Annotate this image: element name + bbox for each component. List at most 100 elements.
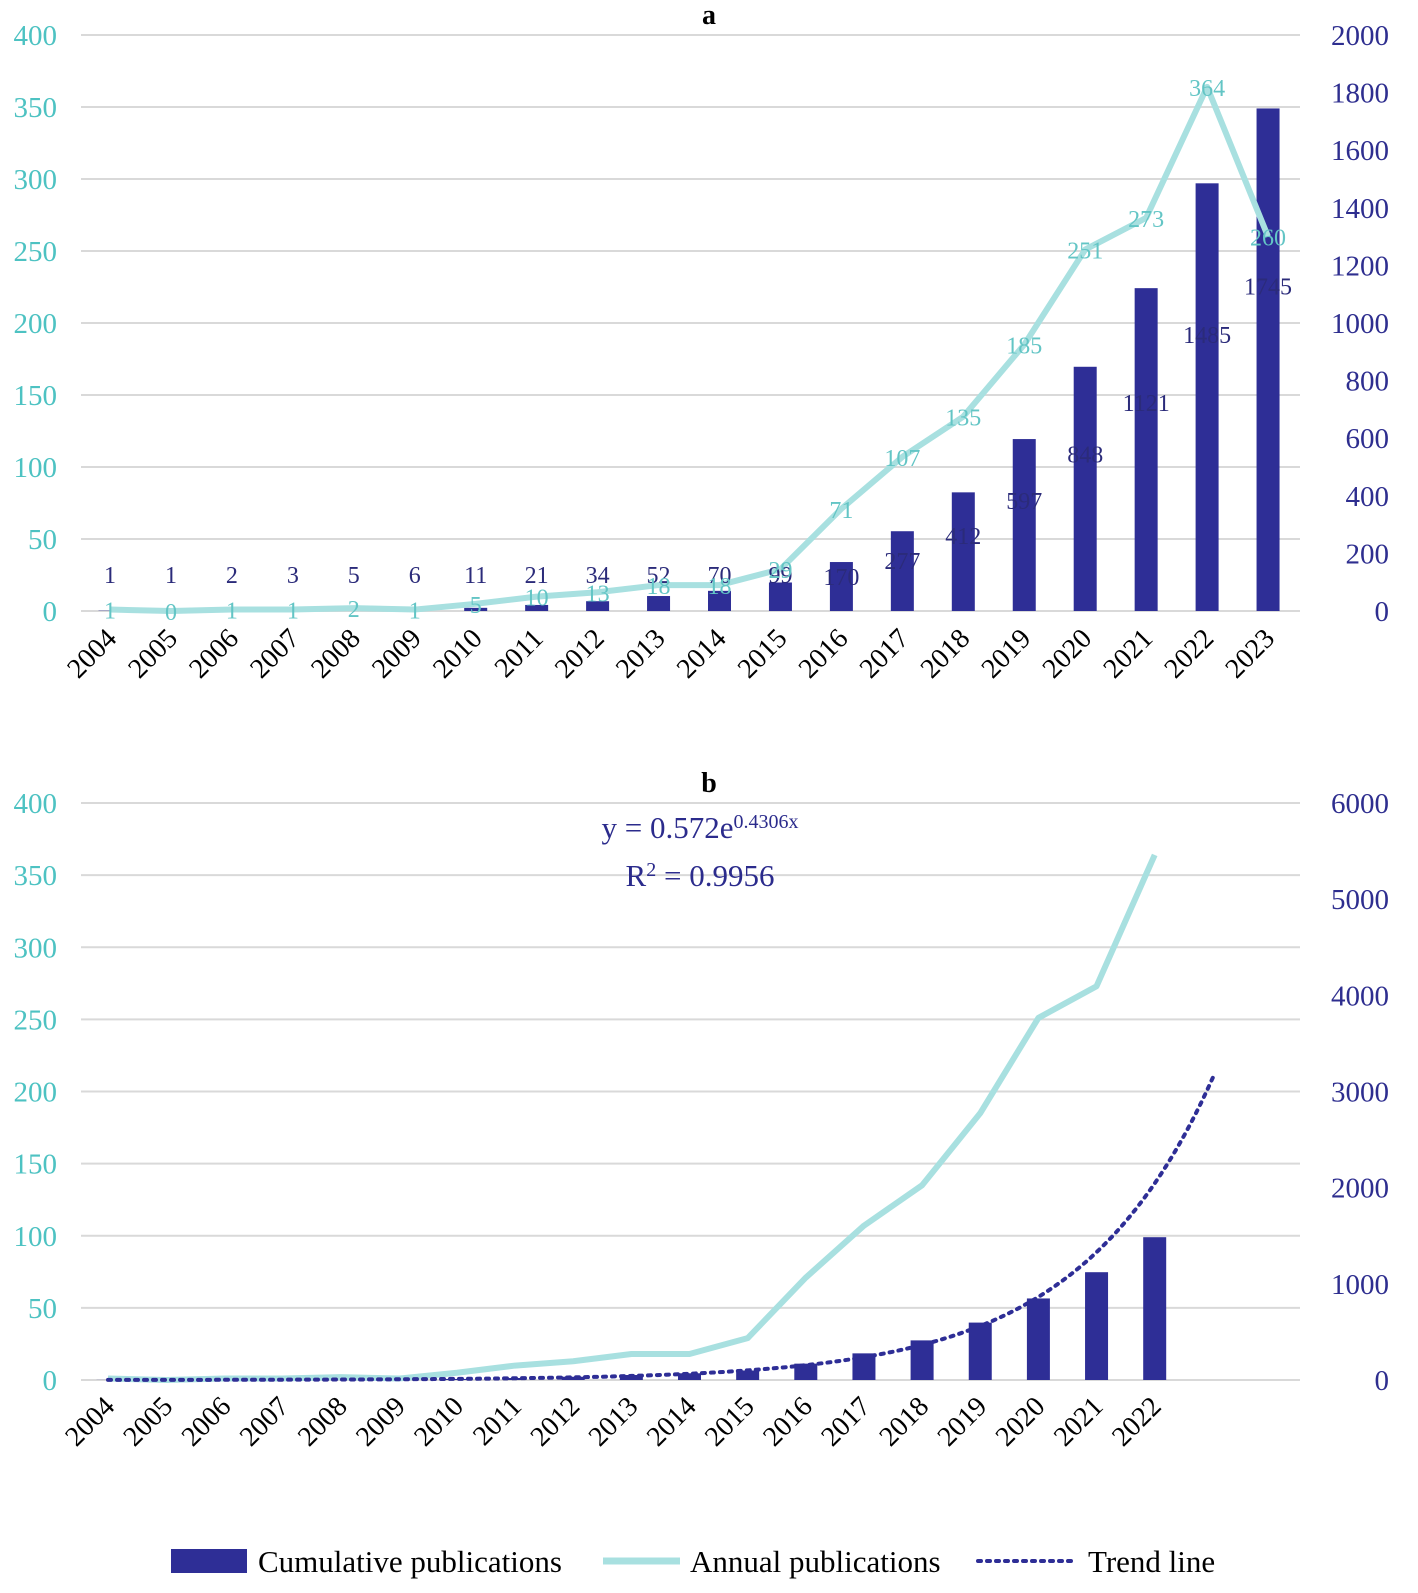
cumulative-value-label: 1	[165, 563, 177, 589]
annual-value-label: 13	[586, 581, 610, 607]
annual-publications-line	[109, 83, 1271, 614]
cumulative-bar	[1195, 183, 1219, 611]
right-axis-tick: 200	[1346, 538, 1390, 570]
cumulative-value-label: 3	[287, 563, 299, 589]
cumulative-value-label: 170	[823, 565, 859, 591]
x-axis-tick: 2004	[59, 1391, 121, 1453]
x-axis-tick: 2021	[1048, 1391, 1110, 1453]
x-axis-tick: 2016	[757, 1391, 819, 1453]
left-axis-tick: 150	[14, 1149, 58, 1181]
x-axis-tick: 2007	[234, 1391, 296, 1453]
x-axis-tick: 2023	[1219, 623, 1281, 685]
cumulative-bar	[1256, 108, 1280, 611]
left-axis-tick: 100	[14, 452, 58, 484]
cumulative-value-label: 11	[464, 563, 487, 589]
cumulative-bar	[561, 1376, 585, 1380]
cumulative-value-label: 70	[708, 563, 732, 589]
cumulative-value-label: 412	[945, 524, 981, 550]
x-axis-tick: 2006	[183, 623, 245, 685]
x-axis-tick: 2017	[854, 623, 916, 685]
cumulative-bar	[586, 601, 610, 611]
x-axis-tick: 2011	[467, 1391, 528, 1452]
x-axis-tick: 2008	[292, 1391, 354, 1453]
legend-annual-label: Annual publications	[690, 1544, 941, 1579]
cumulative-bar	[951, 492, 975, 611]
cumulative-bar	[852, 1353, 876, 1380]
cumulative-bar	[829, 562, 853, 611]
legend-trend-label: Trend line	[1088, 1544, 1215, 1579]
annual-value-label: 1	[409, 599, 421, 625]
x-axis-tick: 2005	[118, 1391, 180, 1453]
x-axis-tick: 2020	[990, 1391, 1052, 1453]
right-axis-tick: 3000	[1331, 1077, 1389, 1109]
cumulative-value-label: 6	[409, 563, 421, 589]
x-axis-tick: 2010	[427, 623, 489, 685]
x-axis-tick: 2009	[366, 623, 428, 685]
annual-value-label: 5	[470, 593, 482, 619]
annual-value-label: 107	[884, 446, 920, 472]
cumulative-bar	[794, 1363, 818, 1380]
x-axis-tick: 2014	[671, 623, 733, 685]
cumulative-value-label: 1121	[1123, 391, 1170, 417]
cumulative-bar	[678, 1373, 701, 1380]
cumulative-bar	[1073, 366, 1097, 611]
x-axis-tick: 2016	[793, 623, 855, 685]
cumulative-value-label: 52	[647, 563, 671, 589]
x-axis-tick: 2020	[1037, 623, 1099, 685]
right-axis-tick: 400	[1346, 481, 1390, 513]
cumulative-value-label: 21	[525, 563, 549, 589]
right-axis-tick: 1600	[1331, 135, 1389, 167]
cumulative-value-label: 5	[348, 563, 360, 589]
annual-value-label: 1	[104, 599, 116, 625]
right-axis-tick: 1000	[1331, 1269, 1389, 1301]
r-squared: R2 = 0.9956	[626, 858, 775, 893]
cumulative-bar	[525, 604, 549, 611]
annual-value-label: 135	[945, 406, 981, 432]
panel-b-chart: b 0 50 100 150 200 250 300 350 400 0 1000 2000 3000…	[14, 768, 1390, 1453]
x-axis-tick: 2008	[305, 623, 367, 685]
right-axis-tick: 5000	[1331, 884, 1389, 916]
x-axis-tick: 2021	[1098, 623, 1160, 685]
left-axis-tick: 300	[14, 164, 58, 196]
cumulative-bar	[708, 590, 731, 611]
x-axis-tick: 2010	[408, 1391, 470, 1453]
cumulative-value-label: 1	[104, 563, 116, 589]
cumulative-value-label: 99	[768, 563, 792, 589]
left-axis-tick: 350	[14, 860, 58, 892]
x-axis-tick: 2009	[350, 1391, 412, 1453]
right-axis-tick: 0	[1375, 1365, 1390, 1397]
x-axis-tick: 2015	[699, 1391, 761, 1453]
trend-line	[106, 1075, 1215, 1382]
right-axis-tick: 800	[1346, 366, 1390, 398]
left-axis-tick: 350	[14, 92, 58, 124]
annual-value-label: 10	[525, 586, 549, 612]
annual-value-label: 260	[1250, 226, 1286, 252]
right-axis-tick: 6000	[1331, 788, 1389, 820]
x-axis-tick: 2007	[244, 623, 306, 685]
annual-value-label: 1	[226, 599, 238, 625]
cumulative-value-label: 277	[884, 549, 920, 575]
cumulative-bar	[1143, 1237, 1167, 1380]
left-axis-tick: 50	[28, 524, 57, 556]
cumulative-value-label: 597	[1006, 489, 1042, 515]
x-axis-tick: 2013	[583, 1391, 645, 1453]
cumulative-value-label: 1485	[1183, 323, 1231, 349]
x-axis-tick: 2019	[932, 1391, 994, 1453]
x-axis-tick: 2015	[732, 623, 794, 685]
x-axis-tick: 2004	[61, 623, 123, 685]
cumulative-value-label: 34	[586, 563, 610, 589]
cumulative-bar	[910, 1340, 934, 1380]
annual-value-label: 18	[708, 574, 732, 600]
right-axis-tick: 4000	[1331, 980, 1389, 1012]
left-axis-tick: 50	[28, 1293, 57, 1325]
x-axis-tick: 2012	[525, 1391, 587, 1453]
cumulative-value-label: 2	[226, 563, 238, 589]
cumulative-value-label: 1745	[1244, 274, 1292, 300]
left-axis-tick: 400	[14, 20, 58, 52]
x-axis-tick: 2011	[489, 623, 550, 684]
x-axis-tick: 2014	[641, 1391, 703, 1453]
annual-value-label: 71	[829, 498, 853, 524]
annual-value-label: 2	[348, 597, 360, 623]
right-axis-tick: 1000	[1331, 308, 1389, 340]
